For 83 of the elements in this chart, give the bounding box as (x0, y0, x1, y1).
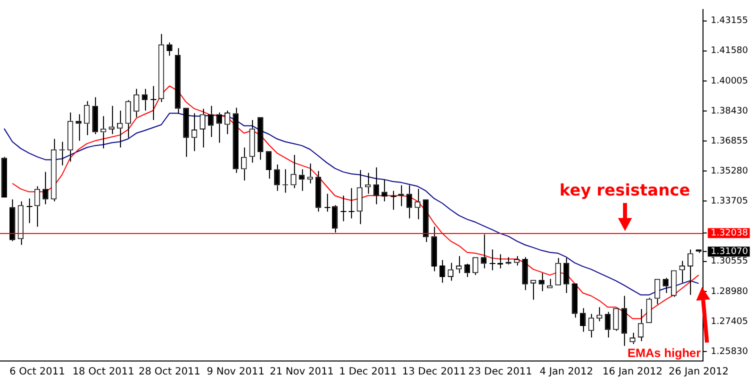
candlestick (588, 313, 594, 338)
x-tick-label: 1 Dec 2011 (339, 366, 397, 378)
x-tick-label: 13 Dec 2011 (402, 366, 466, 378)
candlestick (662, 277, 668, 294)
candlestick (34, 186, 40, 228)
candlestick (125, 100, 132, 138)
candlestick (348, 188, 355, 219)
candlestick (166, 42, 172, 56)
y-tick-label: 1.40005 (710, 76, 748, 86)
candlestick (687, 248, 694, 296)
x-tick-label: 9 Nov 2011 (206, 366, 264, 378)
candlestick (472, 257, 478, 276)
y-tick-label: 1.41580 (710, 46, 748, 56)
x-tick-label: 18 Oct 2011 (72, 366, 134, 378)
candlestick (249, 119, 256, 164)
candlestick (356, 170, 363, 225)
candlestick (150, 85, 157, 120)
x-tick-label: 16 Jan 2012 (602, 366, 662, 378)
candlestick (563, 258, 570, 294)
candlestick (439, 259, 446, 284)
candlestick (307, 163, 313, 184)
candlestick (373, 166, 380, 205)
y-tick-label: 1.36855 (710, 136, 748, 146)
x-tick-label: 28 Oct 2011 (138, 366, 200, 378)
y-tick-label: 1.28980 (710, 286, 748, 297)
y-tick-label: 1.33705 (710, 196, 748, 207)
candlestick (10, 198, 16, 242)
candlestick (84, 100, 90, 136)
candlestick (183, 108, 189, 158)
candlestick (50, 138, 57, 202)
y-tick-label: 1.30555 (710, 256, 748, 267)
candlestick (258, 117, 264, 160)
candlestick (489, 248, 496, 271)
candlestick (134, 88, 140, 118)
candlestick (638, 308, 644, 342)
candlestick (572, 283, 578, 318)
y-tick-label: 1.32038 (710, 228, 748, 238)
candlestick (26, 198, 33, 224)
candlestick (290, 154, 296, 189)
candlestick (406, 184, 412, 219)
y-tick-label: 1.31070 (710, 246, 748, 257)
candlestick (580, 308, 586, 332)
x-tick-label: 23 Dec 2011 (468, 366, 532, 378)
candlestick (42, 171, 48, 205)
candlestick (522, 256, 528, 291)
y-tick-label: 1.43155 (710, 16, 748, 26)
x-tick-label: 26 Jan 2012 (668, 366, 729, 378)
candlestick (158, 34, 164, 103)
candlestick (224, 110, 230, 135)
candlestick (480, 234, 487, 269)
y-tick-label: 1.25830 (710, 346, 748, 357)
x-tick-label: 6 Oct 2011 (9, 366, 65, 378)
candlestick (670, 270, 677, 298)
candlestick (340, 195, 347, 222)
candlestick (315, 170, 322, 212)
candlestick (92, 96, 98, 135)
candlestick (555, 258, 561, 286)
candlestick (538, 272, 544, 292)
candlestick (654, 278, 660, 305)
x-tick-label: 4 Jan 2012 (540, 366, 594, 378)
y-tick-label: 1.38430 (710, 106, 748, 116)
candlestick (382, 179, 388, 202)
candlestick (232, 107, 239, 174)
y-tick-label: 1.27405 (710, 316, 748, 327)
candlestick (1, 156, 8, 198)
candlestick (108, 105, 115, 135)
candlestick (514, 256, 520, 266)
candlestick (390, 190, 397, 210)
candlestick (241, 146, 247, 182)
ref-line-label: key resistance (560, 180, 690, 200)
candlestick (76, 114, 82, 142)
candlestick (174, 48, 181, 114)
candlestick (431, 226, 437, 272)
candlestick (67, 112, 74, 162)
y-tick-label: 1.35280 (710, 166, 748, 177)
x-tick-label: 21 Nov 2011 (270, 366, 334, 378)
candlestick (613, 308, 619, 332)
candlestick (200, 108, 206, 148)
candlestick (604, 311, 611, 338)
candlestick (266, 151, 272, 180)
annotation: EMAs higher (627, 346, 702, 360)
candlestick (621, 295, 628, 346)
candlestick (274, 164, 280, 192)
